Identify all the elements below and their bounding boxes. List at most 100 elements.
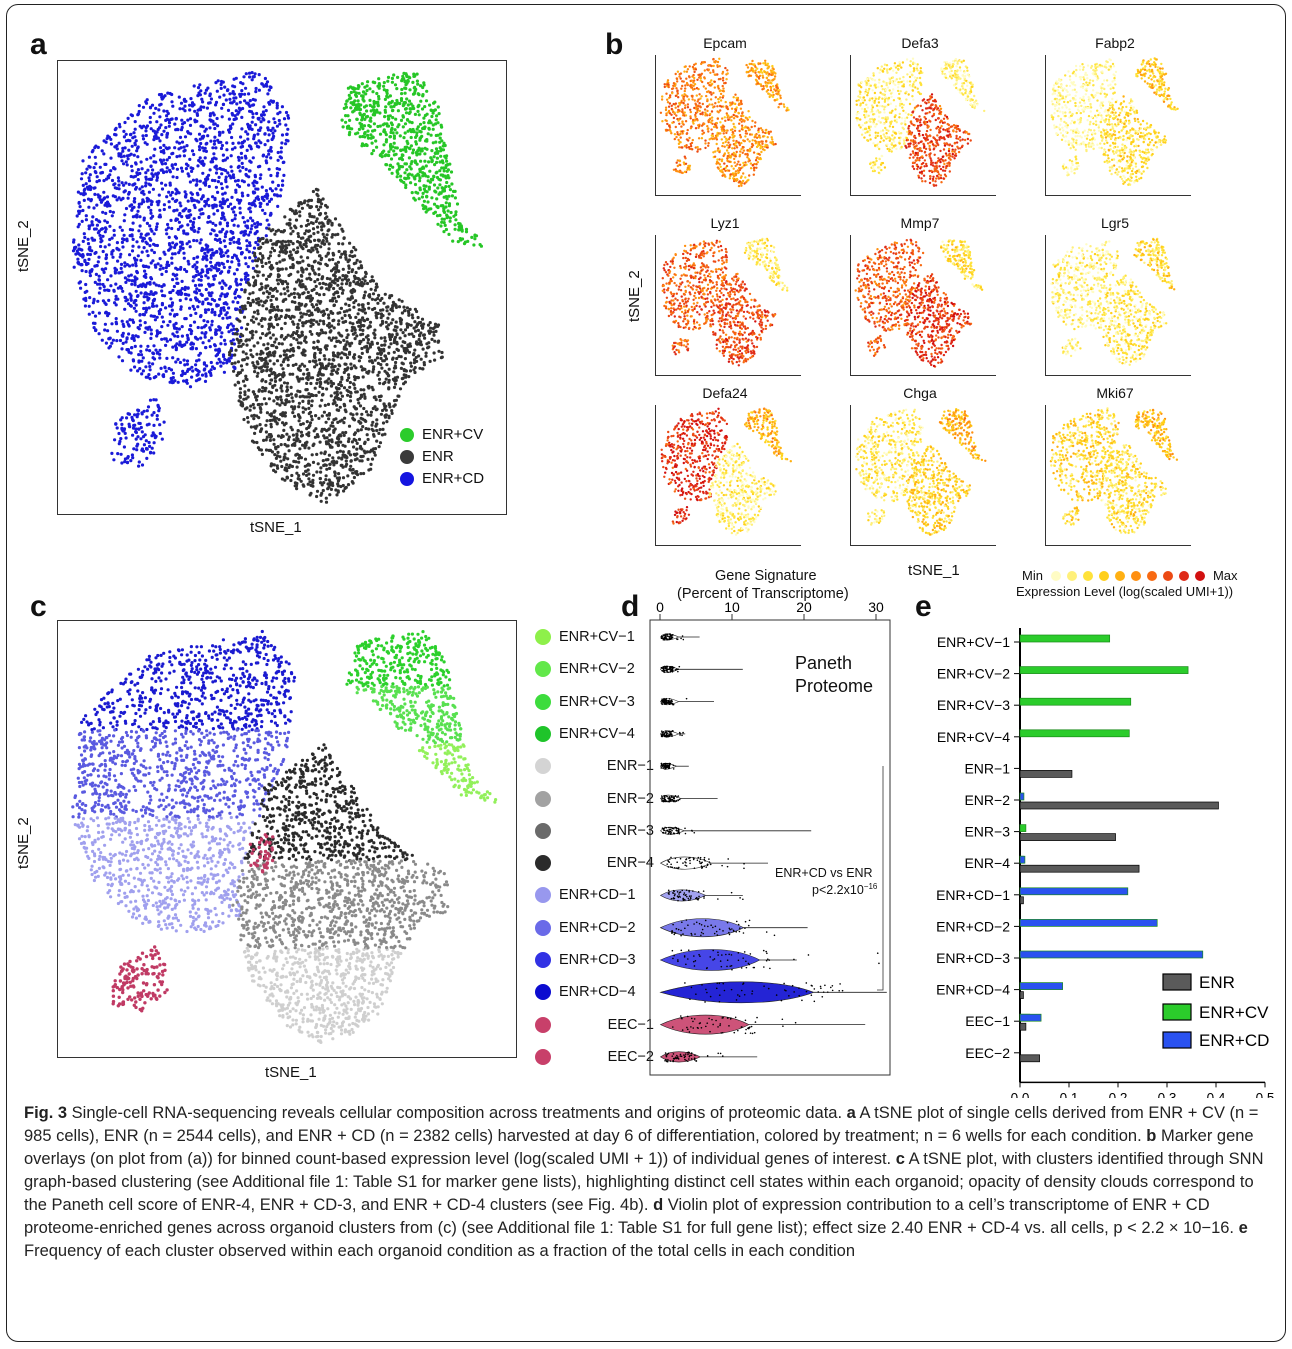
cluster-swatch: [535, 855, 551, 872]
violin-point: [666, 732, 669, 735]
violin-point: [667, 889, 670, 892]
violin-point: [721, 954, 723, 956]
cluster-label: ENR+CV−1: [559, 629, 654, 645]
violin-point: [782, 1025, 784, 1027]
violin-point: [667, 735, 670, 738]
violin-point: [668, 730, 671, 733]
panel-c-ylabel: tSNE_2: [15, 817, 32, 869]
violin-point: [670, 733, 673, 736]
cluster-legend-item: ENR+CD−4: [535, 984, 654, 1001]
violin-point: [672, 892, 675, 894]
legend-swatch: [400, 428, 414, 442]
violin-point: [668, 893, 670, 895]
violin-point: [690, 895, 692, 897]
violin-point: [684, 1055, 686, 1057]
caption-fig-label: Fig. 3: [24, 1104, 67, 1122]
violin-point: [762, 949, 765, 952]
gene-map-scatter: [854, 238, 984, 368]
violin-point: [683, 1054, 685, 1056]
violin-point: [785, 989, 787, 992]
green-region: [940, 239, 984, 291]
violin-point: [665, 1058, 667, 1061]
violin-point: [696, 859, 699, 862]
violin-point: [680, 929, 682, 932]
enr-cd-points: [71, 71, 291, 389]
violin-shape: [660, 730, 680, 738]
small-region: [868, 154, 887, 175]
bar-enr: [1019, 801, 1219, 810]
cluster-legend-item: ENR+CD−2: [535, 919, 654, 936]
panel-c-tsne-plot: [57, 620, 517, 1058]
violin-point: [718, 994, 721, 996]
violin-point: [667, 671, 669, 674]
violin-point: [676, 1054, 678, 1057]
violin-point: [817, 991, 820, 993]
violin-point: [665, 665, 668, 668]
violin-point: [824, 984, 826, 987]
violin-point: [690, 1054, 693, 1057]
violin-point: [706, 863, 709, 866]
panel-d-comparison: ENR+CD vs ENR: [775, 866, 873, 880]
violin-point: [687, 1051, 690, 1053]
violin-point: [663, 798, 666, 801]
category-label: ENR+CV−1: [937, 634, 1010, 650]
violin-point: [740, 1026, 743, 1029]
cluster-label: ENR+CV−3: [559, 694, 654, 710]
violin-point: [710, 924, 712, 926]
violin-point: [700, 862, 702, 865]
violin-point: [697, 897, 700, 900]
violin-point: [690, 1052, 693, 1054]
violin-point: [720, 1032, 723, 1034]
scale-swatch-4: [1114, 570, 1125, 581]
violin-point: [686, 1051, 689, 1054]
violin-point: [821, 995, 824, 998]
violin-point: [805, 982, 808, 984]
violin-point: [687, 949, 690, 952]
panel-b-label: b: [605, 28, 623, 62]
violin-point: [713, 932, 716, 935]
violin-point: [673, 797, 676, 800]
violin-point: [675, 668, 678, 671]
cluster-swatch: [535, 1016, 551, 1033]
violin-point: [677, 832, 679, 834]
violin-point: [665, 633, 667, 636]
category-label: EEC−2: [965, 1045, 1010, 1061]
violin-point: [737, 923, 740, 926]
violin-point: [740, 967, 743, 969]
gene-map-scatter: [855, 408, 987, 536]
violin-point: [669, 668, 671, 671]
violin-point: [684, 832, 687, 835]
violin-point: [674, 669, 677, 671]
violin-point: [697, 898, 699, 901]
violin-point: [660, 734, 663, 736]
panel-b-scale-title: Expression Level (log(scaled UMI+1)): [1016, 584, 1233, 599]
violin-point: [743, 951, 746, 953]
violin-point: [666, 668, 669, 671]
violin-point: [670, 665, 673, 668]
violin-point: [749, 953, 752, 955]
violin-point: [668, 858, 671, 860]
cluster-swatch: [535, 952, 551, 968]
gene-map-epcam: [655, 55, 801, 196]
scale-swatch-3: [1098, 570, 1109, 581]
violin-point: [688, 1031, 691, 1033]
violin-point: [688, 899, 690, 901]
violin-point: [676, 891, 679, 893]
violin-point: [665, 697, 668, 700]
gene-title-mmp7: Mmp7: [850, 215, 990, 231]
panel-a-scatter: [71, 71, 483, 504]
violin-point: [747, 924, 750, 927]
violin-point: [876, 952, 879, 954]
pvalue-exponent: −16: [864, 882, 878, 891]
violin-point: [805, 990, 808, 993]
caption-e-text: Frequency of each cluster observed withi…: [24, 1242, 855, 1260]
violin-point: [683, 892, 686, 894]
small-region: [1061, 155, 1080, 177]
violin-point: [664, 796, 666, 799]
violin-point: [735, 931, 738, 933]
violin-point: [668, 891, 670, 893]
violin-point: [712, 926, 714, 929]
violin-point: [661, 735, 663, 738]
violin-point: [717, 898, 719, 900]
legend-label: ENR: [422, 446, 454, 468]
